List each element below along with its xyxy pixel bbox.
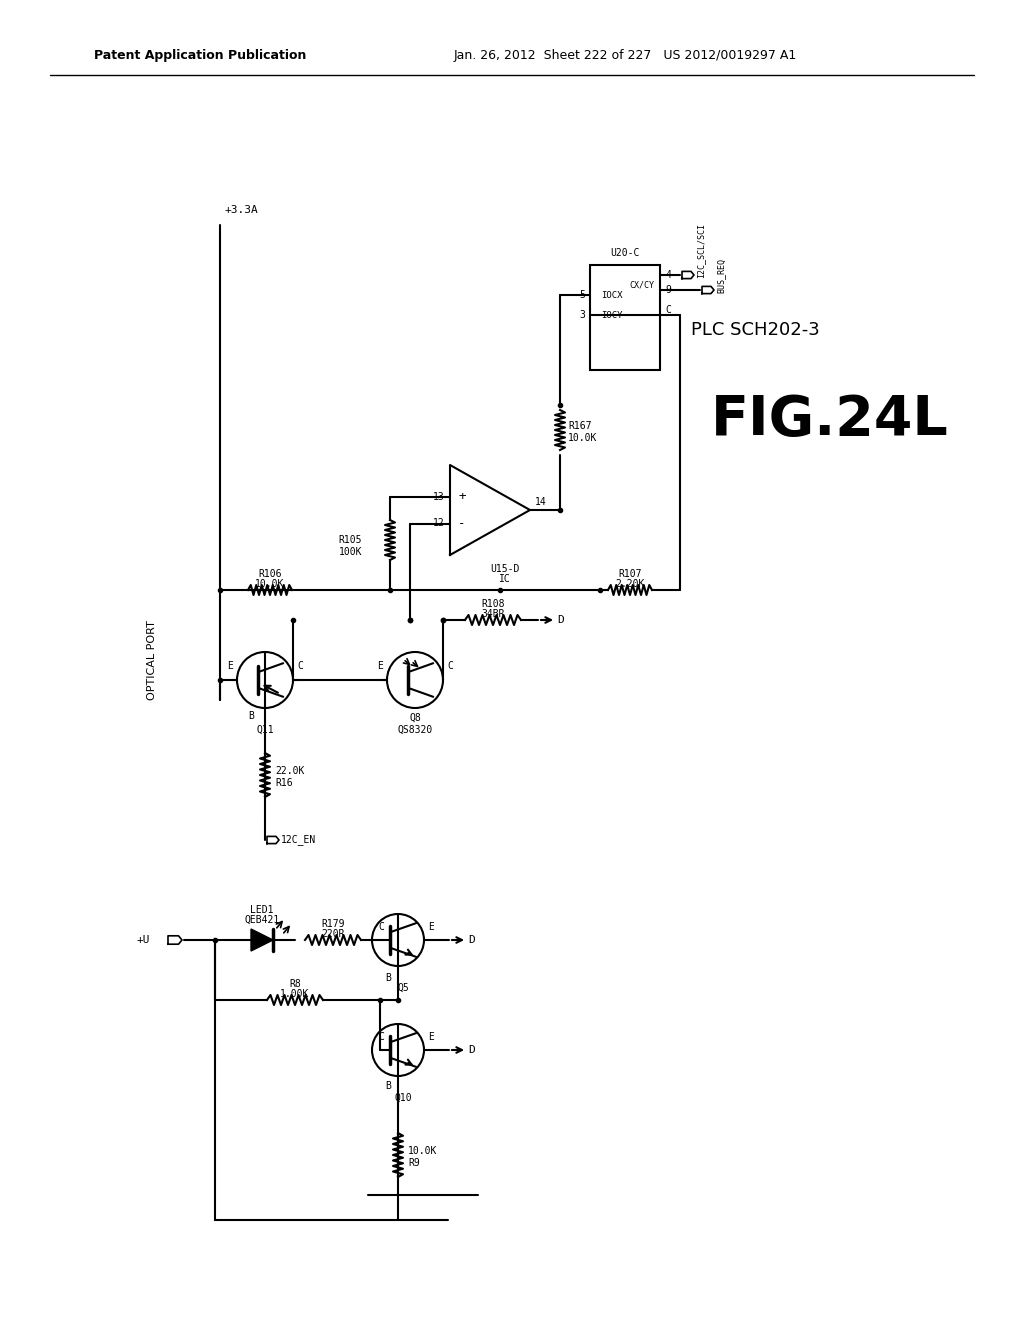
Text: IC: IC [499,574,511,583]
Text: C: C [447,661,453,671]
Text: +U: +U [136,935,150,945]
Text: OPTICAL PORT: OPTICAL PORT [147,620,157,700]
Text: FIG.24L: FIG.24L [711,393,949,447]
Text: E: E [428,921,434,932]
Text: Q5: Q5 [397,983,409,993]
Text: 10.0K: 10.0K [408,1146,437,1156]
Text: 2.20K: 2.20K [615,579,645,589]
Text: B: B [248,711,254,721]
Text: D: D [469,1045,475,1055]
Text: R9: R9 [408,1158,420,1168]
Text: Jan. 26, 2012  Sheet 222 of 227   US 2012/0019297 A1: Jan. 26, 2012 Sheet 222 of 227 US 2012/0… [454,49,797,62]
Text: 5: 5 [580,290,585,300]
Text: Q8: Q8 [410,713,421,723]
Text: E: E [227,661,233,671]
Text: E: E [428,1032,434,1041]
Text: E: E [377,661,383,671]
Text: 9: 9 [665,285,671,294]
Polygon shape [251,929,273,950]
Text: 12: 12 [433,519,445,528]
Text: R105: R105 [339,535,362,545]
Text: 10.0K: 10.0K [255,579,285,589]
Text: B: B [385,973,391,983]
Text: 3: 3 [580,310,585,319]
Text: 34BR: 34BR [481,609,505,619]
Text: IOCX: IOCX [601,290,623,300]
Text: 22.0K: 22.0K [275,766,304,776]
Text: +: + [459,490,466,503]
Text: Q10: Q10 [394,1093,412,1104]
Text: U20-C: U20-C [610,248,640,257]
Text: 14: 14 [535,498,547,507]
Text: R16: R16 [275,777,293,788]
Text: 1.00K: 1.00K [281,989,309,999]
Text: C: C [297,661,303,671]
Text: LED1: LED1 [250,906,273,915]
Text: R107: R107 [618,569,642,579]
Text: 4: 4 [665,271,671,280]
Text: Q11: Q11 [256,725,273,735]
Text: IOCY: IOCY [601,310,623,319]
Text: R8: R8 [289,979,301,989]
Text: R179: R179 [322,919,345,929]
Text: R108: R108 [481,599,505,609]
Text: 13: 13 [433,491,445,502]
Text: 100K: 100K [339,546,362,557]
Text: QS8320: QS8320 [397,725,432,735]
Text: B: B [385,1081,391,1092]
Text: PLC SCH202-3: PLC SCH202-3 [690,321,819,339]
Text: Patent Application Publication: Patent Application Publication [94,49,306,62]
Text: 12C_EN: 12C_EN [281,834,316,845]
Text: R167: R167 [568,421,592,432]
Text: QEB421: QEB421 [245,915,280,925]
Text: BUS_REQ: BUS_REQ [716,257,725,293]
Text: +3.3A: +3.3A [225,205,259,215]
Text: U15-D: U15-D [490,564,520,574]
Text: I2C_SCL/SCI: I2C_SCL/SCI [696,223,705,279]
Text: C: C [665,305,671,315]
Text: R106: R106 [258,569,282,579]
Text: D: D [469,935,475,945]
Text: -: - [459,517,466,531]
Text: 10.0K: 10.0K [568,433,597,444]
Text: CX/CY: CX/CY [630,281,654,289]
Text: 220R: 220R [322,929,345,939]
Text: C: C [378,1032,384,1041]
Text: C: C [378,921,384,932]
Text: D: D [558,615,564,624]
Bar [590,265,660,370]
